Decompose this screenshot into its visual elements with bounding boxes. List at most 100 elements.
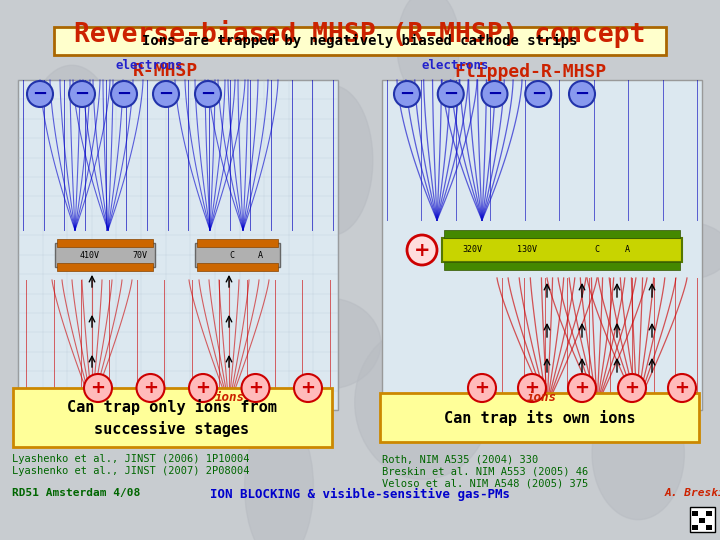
Circle shape — [27, 81, 53, 107]
Text: −: − — [158, 85, 174, 103]
Text: ions: ions — [215, 391, 245, 404]
FancyBboxPatch shape — [380, 393, 699, 442]
Circle shape — [407, 235, 437, 265]
Circle shape — [668, 374, 696, 402]
Circle shape — [468, 374, 496, 402]
Text: −: − — [74, 85, 89, 103]
FancyBboxPatch shape — [57, 263, 153, 271]
Text: Breskin et al. NIM A553 (2005) 46: Breskin et al. NIM A553 (2005) 46 — [382, 466, 588, 476]
Circle shape — [482, 81, 508, 107]
Ellipse shape — [292, 85, 373, 235]
Text: −: − — [117, 85, 132, 103]
Text: RD51 Amsterdam 4/08: RD51 Amsterdam 4/08 — [12, 488, 140, 498]
Ellipse shape — [445, 234, 505, 338]
Text: −: − — [400, 85, 415, 103]
Text: electrons: electrons — [422, 59, 490, 72]
Ellipse shape — [355, 326, 491, 480]
FancyBboxPatch shape — [57, 239, 153, 247]
Text: A: A — [258, 251, 263, 260]
Text: +: + — [248, 379, 263, 397]
FancyBboxPatch shape — [442, 238, 682, 262]
FancyBboxPatch shape — [13, 388, 332, 447]
Text: 410V: 410V — [80, 251, 100, 260]
Circle shape — [518, 374, 546, 402]
Text: A: A — [624, 246, 629, 254]
Ellipse shape — [592, 387, 685, 519]
FancyBboxPatch shape — [197, 263, 278, 271]
Text: R-MHSP: R-MHSP — [132, 62, 197, 80]
FancyBboxPatch shape — [54, 27, 666, 55]
Ellipse shape — [37, 102, 129, 228]
Ellipse shape — [235, 210, 312, 353]
Ellipse shape — [173, 237, 287, 340]
FancyBboxPatch shape — [195, 243, 280, 267]
Ellipse shape — [647, 137, 693, 220]
Text: 130V: 130V — [517, 246, 537, 254]
Circle shape — [111, 81, 137, 107]
Text: Ions are trapped by negatively biased cathode strips: Ions are trapped by negatively biased ca… — [143, 34, 577, 48]
Text: +: + — [91, 379, 106, 397]
Text: +: + — [575, 379, 590, 397]
Text: 320V: 320V — [462, 246, 482, 254]
Text: −: − — [444, 85, 459, 103]
FancyBboxPatch shape — [444, 230, 680, 238]
Text: Can trap its own ions: Can trap its own ions — [444, 410, 636, 426]
Circle shape — [526, 81, 552, 107]
Text: Flipped-R-MHSP: Flipped-R-MHSP — [454, 62, 606, 81]
Text: −: − — [531, 85, 546, 103]
Ellipse shape — [148, 201, 256, 339]
Ellipse shape — [102, 101, 184, 198]
Circle shape — [438, 81, 464, 107]
Text: +: + — [524, 379, 539, 397]
Text: Lyashenko et al., JINST (2006) 1P10004: Lyashenko et al., JINST (2006) 1P10004 — [12, 454, 250, 464]
Text: −: − — [575, 85, 590, 103]
Text: −: − — [487, 85, 502, 103]
FancyBboxPatch shape — [706, 524, 711, 530]
Circle shape — [69, 81, 95, 107]
Circle shape — [137, 374, 164, 402]
Ellipse shape — [245, 412, 313, 540]
Text: C: C — [595, 246, 600, 254]
Ellipse shape — [494, 323, 591, 403]
FancyBboxPatch shape — [197, 239, 278, 247]
Text: ions: ions — [527, 391, 557, 404]
Ellipse shape — [518, 191, 605, 327]
Text: Can trap only ions from
successive stages: Can trap only ions from successive stage… — [67, 399, 277, 437]
Text: Reverse-biased MHSP (R-MHSP) concept: Reverse-biased MHSP (R-MHSP) concept — [74, 20, 646, 48]
Ellipse shape — [535, 252, 659, 316]
Text: C: C — [230, 251, 235, 260]
Text: +: + — [143, 379, 158, 397]
Text: +: + — [414, 240, 431, 260]
FancyBboxPatch shape — [692, 524, 698, 530]
Text: −: − — [32, 85, 48, 103]
Text: +: + — [474, 379, 490, 397]
FancyBboxPatch shape — [382, 80, 702, 410]
Text: +: + — [624, 379, 639, 397]
Circle shape — [568, 374, 596, 402]
Text: electrons: electrons — [115, 59, 182, 72]
FancyBboxPatch shape — [55, 243, 155, 267]
Circle shape — [153, 81, 179, 107]
Text: ION BLOCKING & visible-sensitive gas-PMs: ION BLOCKING & visible-sensitive gas-PMs — [210, 488, 510, 501]
Text: Lyashenko et al., JINST (2007) 2P08004: Lyashenko et al., JINST (2007) 2P08004 — [12, 466, 250, 476]
Text: +: + — [300, 379, 315, 397]
Ellipse shape — [640, 222, 720, 280]
Circle shape — [195, 81, 221, 107]
FancyBboxPatch shape — [444, 262, 680, 270]
Ellipse shape — [410, 233, 492, 284]
Circle shape — [84, 374, 112, 402]
Text: Roth, NIM A535 (2004) 330: Roth, NIM A535 (2004) 330 — [382, 454, 539, 464]
Text: 70V: 70V — [132, 251, 148, 260]
Circle shape — [569, 81, 595, 107]
FancyBboxPatch shape — [18, 80, 338, 410]
FancyBboxPatch shape — [692, 510, 698, 516]
Ellipse shape — [275, 298, 381, 389]
Text: +: + — [196, 379, 210, 397]
Text: Veloso et al. NIM A548 (2005) 375: Veloso et al. NIM A548 (2005) 375 — [382, 478, 588, 488]
Circle shape — [618, 374, 646, 402]
FancyBboxPatch shape — [706, 510, 711, 516]
FancyBboxPatch shape — [699, 517, 704, 523]
Text: −: − — [200, 85, 215, 103]
Ellipse shape — [77, 307, 149, 390]
FancyBboxPatch shape — [690, 507, 715, 532]
